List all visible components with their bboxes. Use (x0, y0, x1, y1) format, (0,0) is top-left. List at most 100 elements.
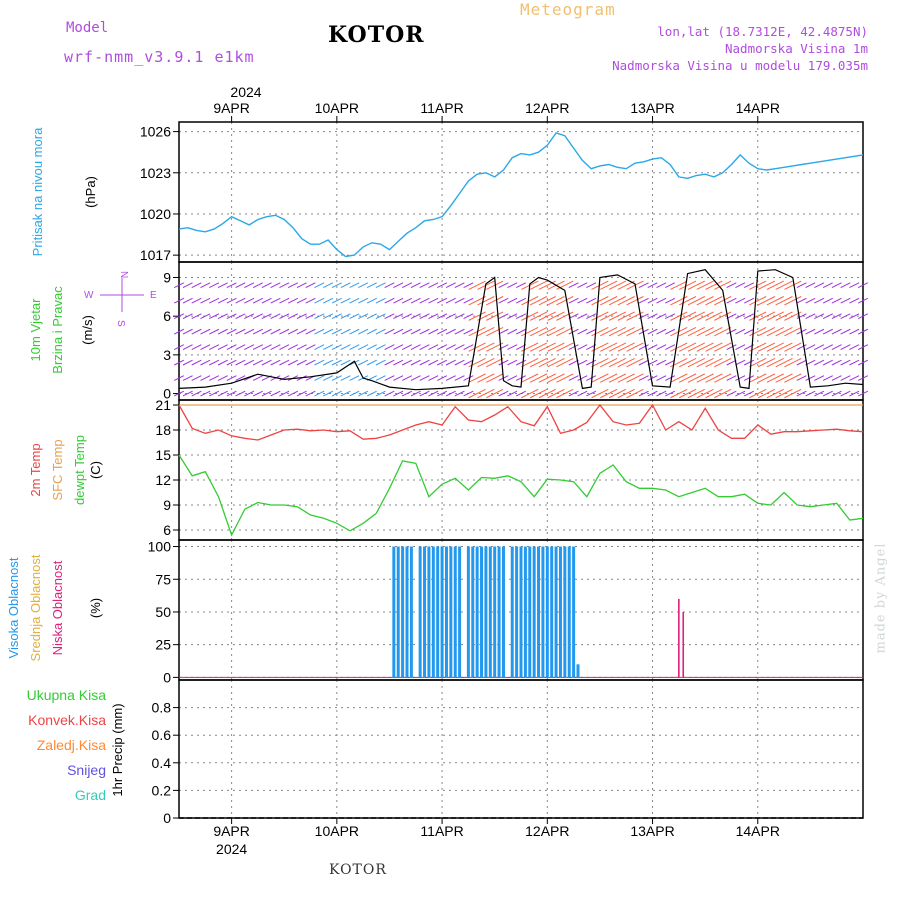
wind-barb (696, 388, 714, 399)
wind-barb (384, 344, 395, 350)
wind-barb (244, 359, 255, 366)
wind-barb (529, 357, 548, 368)
wind-barb (498, 297, 509, 304)
wind-barb (617, 296, 635, 306)
y-tick-label: 50 (155, 604, 171, 620)
wind-barb (314, 344, 325, 350)
wind-barb (486, 373, 504, 383)
wind-barb (358, 344, 369, 350)
wind-barb (515, 313, 527, 320)
temp2m-ylabel: 2m Temp (28, 443, 43, 496)
wind-barb (617, 311, 635, 321)
wind-barb (577, 282, 588, 289)
wind-barb (766, 280, 784, 290)
wind-barb (410, 359, 421, 366)
wind-barb (323, 344, 334, 350)
wind-barb (375, 344, 386, 350)
wind-barb (323, 297, 334, 304)
wind-barb (538, 296, 556, 306)
wind-barb (757, 373, 776, 383)
wind-barb (401, 375, 413, 381)
precip-legend-1: Konvek.Kisa (28, 712, 106, 728)
wind-barb (428, 375, 439, 381)
wind-barb (419, 297, 430, 304)
wind-barb (726, 344, 737, 350)
wind-barb (252, 282, 263, 289)
wind-barb (696, 280, 714, 290)
wind-barb (608, 342, 627, 352)
top-year-label: 2024 (230, 84, 261, 100)
wind-barb (507, 313, 518, 320)
wind-barb (656, 328, 667, 335)
wind-barb (477, 296, 495, 306)
wind-barb (840, 282, 851, 289)
wind-barb (428, 313, 439, 320)
wind-barb (507, 375, 518, 381)
wind-barb (486, 388, 504, 399)
wind-barb (384, 282, 395, 289)
wind-barb (538, 311, 556, 321)
high-cloud-bar (537, 546, 541, 678)
wind-barb (647, 375, 658, 381)
wind-barb (529, 311, 548, 321)
wind-barb (384, 328, 395, 335)
wind-barb (831, 390, 842, 397)
wind-barb (445, 390, 456, 397)
panel-frame-precip (178, 679, 864, 819)
wind-barb (410, 297, 421, 304)
wind-barb (287, 313, 299, 320)
wind-barb (617, 388, 635, 399)
wind-barb (454, 344, 465, 350)
wind-barb (714, 311, 732, 321)
wind-barb (796, 390, 807, 397)
wind-barb (687, 357, 706, 368)
wind-barb (529, 326, 548, 337)
wind-barb (687, 280, 706, 290)
wind-barb (340, 297, 351, 304)
pressure-ylabel: Pritisak na nivou mora (30, 127, 45, 256)
wind-barb (323, 390, 334, 397)
high-cloud-bar (510, 546, 514, 678)
wind-barb (608, 280, 627, 290)
wind-barb (486, 311, 504, 321)
wind-barb (735, 328, 746, 335)
wind-barb (252, 375, 263, 381)
wind-barb (314, 313, 325, 320)
wind-barb (173, 297, 185, 304)
wind-barb (498, 359, 509, 366)
wind-barb (743, 328, 755, 335)
wind-barb (173, 344, 185, 350)
precip-unit-label: 1hr Precip (mm) (110, 703, 125, 796)
wind-barb (182, 313, 193, 320)
wind-barb (209, 390, 220, 397)
wind-barb (656, 297, 667, 304)
wind-barb (600, 280, 618, 290)
wind-barb (349, 375, 360, 381)
wind-barb (182, 390, 193, 397)
wind-barb (323, 359, 334, 366)
wind-barb (477, 342, 495, 352)
wind-barb (586, 282, 597, 289)
wind-barb (556, 388, 574, 399)
wind-barb (463, 359, 474, 366)
high-cloud-bar (572, 546, 576, 678)
wind-barb (757, 357, 776, 368)
wind-barb (626, 373, 644, 383)
dewpt-ylabel: dewpt Temp (72, 435, 87, 505)
wind-barb (209, 344, 220, 350)
wind-barb (749, 357, 767, 368)
wind-barb (705, 373, 723, 383)
wind-barb (477, 357, 495, 368)
wind-barb (349, 313, 360, 320)
wind-barb (647, 328, 658, 335)
wind-barb (323, 328, 334, 335)
high-cloud-bar (405, 546, 409, 678)
precip-legend-4: Grad (75, 787, 106, 803)
wind-barb (638, 359, 649, 366)
wind-barb (235, 344, 246, 350)
wind-barb (714, 357, 732, 368)
lonlat-text: lon,lat (18.7312E, 42.4875N) (657, 24, 868, 39)
wind-barb (670, 296, 688, 306)
wind-barb (477, 373, 495, 383)
wind-barb (831, 375, 842, 381)
